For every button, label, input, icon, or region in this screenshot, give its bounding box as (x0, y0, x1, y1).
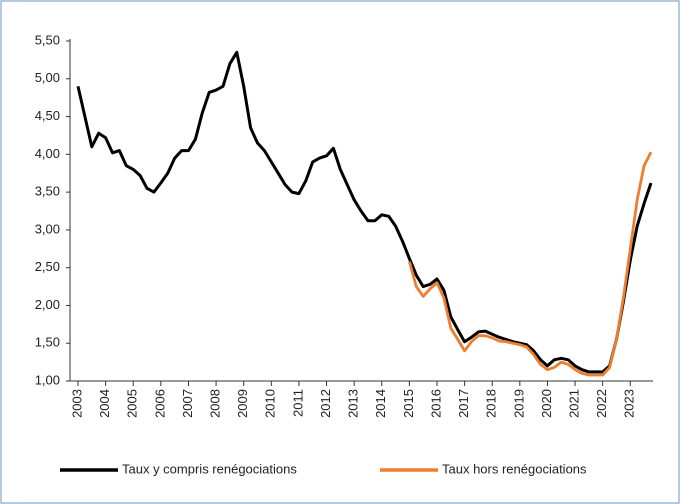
x-tick-label: 2014 (373, 389, 388, 418)
y-tick-label: 1,50 (35, 335, 60, 350)
y-tick-label: 2,00 (35, 297, 60, 312)
x-tick-label: 2021 (566, 389, 581, 418)
x-tick-label: 2008 (208, 389, 223, 418)
x-tick-label: 2016 (428, 389, 443, 418)
y-tick-label: 5,00 (35, 70, 60, 85)
x-tick-label: 2012 (318, 389, 333, 418)
y-tick-label: 4,50 (35, 108, 60, 123)
x-tick-label: 2013 (346, 389, 361, 418)
y-tick-label: 2,50 (35, 259, 60, 274)
y-tick-label: 5,50 (35, 32, 60, 47)
y-tick-label: 3,50 (35, 184, 60, 199)
x-tick-label: 2018 (484, 389, 499, 418)
y-tick-label: 1,00 (35, 372, 60, 387)
x-tick-label: 2004 (97, 389, 112, 418)
x-tick-label: 2006 (152, 389, 167, 418)
x-tick-label: 2009 (235, 389, 250, 418)
x-tick-label: 2005 (125, 389, 140, 418)
x-tick-label: 2022 (594, 389, 609, 418)
x-tick-label: 2011 (290, 389, 305, 417)
x-tick-label: 2010 (263, 389, 278, 418)
x-tick-label: 2017 (456, 389, 471, 418)
y-tick-label: 3,00 (35, 221, 60, 236)
x-tick-label: 2003 (69, 389, 84, 418)
x-tick-label: 2015 (401, 389, 416, 418)
line-series (408, 151, 653, 377)
line-series (76, 50, 653, 374)
legend-label: Taux y compris renégociations (122, 461, 297, 476)
x-tick-label: 2007 (180, 389, 195, 418)
x-tick-label: 2019 (511, 389, 526, 418)
y-tick-label: 4,00 (35, 146, 60, 161)
legend-label: Taux hors renégociations (442, 461, 587, 476)
x-tick-label: 2023 (622, 389, 637, 418)
x-tick-label: 2020 (539, 389, 554, 418)
